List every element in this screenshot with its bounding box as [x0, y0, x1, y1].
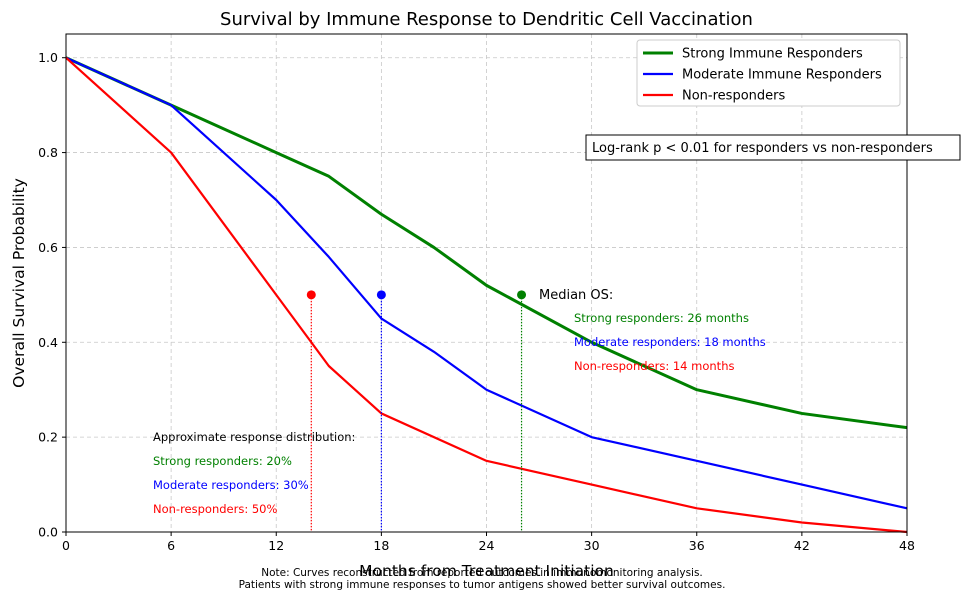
footnote-line-1: Note: Curves reconstructed from reported…: [261, 567, 703, 579]
footnote-line-2: Patients with strong immune responses to…: [238, 579, 726, 591]
distribution-line-2: Moderate responders: 30%: [153, 478, 309, 492]
median-os-line-1: Strong responders: 26 months: [574, 311, 749, 325]
x-axis-label: Months from Treatment Initiation: [359, 562, 614, 580]
y-axis-label: Overall Survival Probability: [10, 178, 28, 388]
logrank-annotation: Log-rank p < 0.01 for responders vs non-…: [592, 141, 933, 156]
legend-label-2: Moderate Immune Responders: [682, 68, 882, 83]
series-line-3: [65, 56, 908, 534]
series-line-1: [65, 56, 908, 430]
median-os-line-3: Non-responders: 14 months: [574, 359, 734, 373]
median-marker-3: [306, 290, 316, 300]
distribution-line-1: Strong responders: 20%: [153, 454, 292, 468]
y-tick-label: 0.2: [38, 430, 58, 445]
y-tick-label: 0.4: [38, 335, 58, 350]
logrank-box: [585, 134, 961, 161]
median-os-title: Median OS:: [539, 288, 613, 303]
legend-box: [636, 39, 901, 107]
x-tick-label: 24: [479, 538, 495, 553]
y-tick-label: 1.0: [38, 50, 58, 65]
median-marker-1: [517, 290, 527, 300]
x-tick-label: 42: [794, 538, 810, 553]
chart-title: Survival by Immune Response to Dendritic…: [220, 9, 753, 30]
x-tick-label: 6: [167, 538, 175, 553]
median-marker-2: [376, 290, 386, 300]
x-tick-label: 18: [373, 538, 389, 553]
x-tick-label: 12: [268, 538, 284, 553]
y-tick-label: 0.0: [38, 525, 58, 540]
x-tick-label: 36: [689, 538, 705, 553]
y-tick-label: 0.8: [38, 145, 58, 160]
x-tick-label: 0: [62, 538, 70, 553]
series-line-2: [65, 56, 908, 510]
x-tick-label: 30: [584, 538, 600, 553]
distribution-line-3: Non-responders: 50%: [153, 502, 278, 516]
y-tick-label: 0.6: [38, 240, 58, 255]
distribution-title: Approximate response distribution:: [153, 430, 355, 444]
legend-label-1: Strong Immune Responders: [682, 47, 863, 62]
legend-label-3: Non-responders: [682, 89, 785, 104]
median-os-line-2: Moderate responders: 18 months: [574, 335, 766, 349]
x-tick-label: 48: [899, 538, 915, 553]
